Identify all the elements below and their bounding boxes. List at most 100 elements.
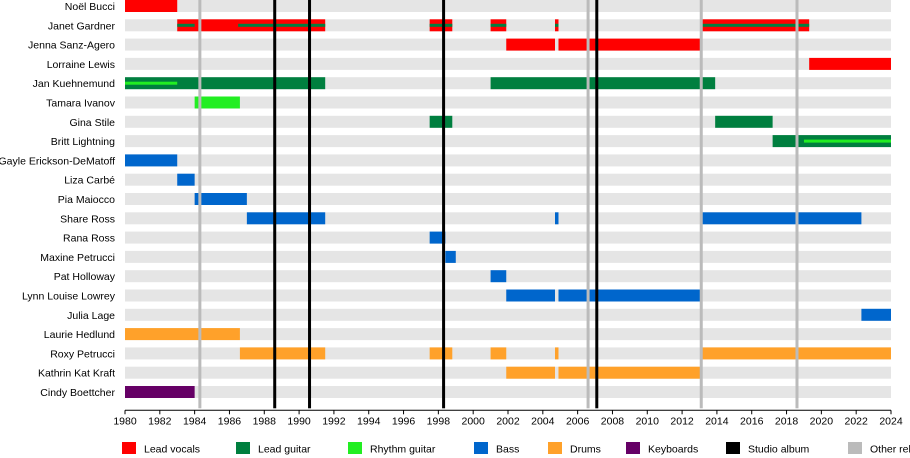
- member-name-label: Kathrin Kat Kraft: [38, 368, 115, 380]
- member-bars: [125, 0, 891, 398]
- legend-swatch: [848, 442, 862, 454]
- member-bar: [715, 115, 773, 128]
- legend-label: Studio album: [748, 444, 810, 456]
- member-bar: [429, 231, 446, 244]
- row-background: [125, 154, 891, 167]
- x-tick-label: 1990: [287, 415, 311, 427]
- legend-label: Bass: [496, 444, 519, 456]
- member-overlay-bar: [490, 23, 507, 27]
- member-name-label: Britt Lightning: [51, 136, 115, 148]
- member-bar: [506, 38, 556, 51]
- x-tick-label: 2002: [496, 415, 520, 427]
- studio-album-line: [273, 0, 277, 409]
- x-tick-label: 2008: [601, 415, 625, 427]
- row-background: [125, 386, 891, 398]
- x-tick-label: 2024: [879, 415, 903, 427]
- x-tick-label: 2010: [636, 415, 660, 427]
- member-bar: [558, 289, 702, 302]
- x-tick-label: 1984: [183, 415, 207, 427]
- x-tick-label: 2018: [775, 415, 799, 427]
- member-bar: [506, 289, 556, 302]
- other-release-line: [586, 0, 590, 409]
- member-bar: [194, 96, 240, 109]
- member-bar: [445, 250, 456, 263]
- member-overlay-bar: [238, 23, 326, 27]
- row-background: [125, 57, 891, 70]
- member-name-label: Tamara Ivanov: [46, 98, 116, 110]
- legend: Lead vocals Lead guitar Rhythm guitar Bass D…: [122, 442, 910, 456]
- member-bar: [429, 347, 453, 360]
- member-name-label: Julia Lage: [67, 310, 115, 322]
- member-bar: [125, 154, 178, 167]
- member-bar: [194, 193, 247, 205]
- member-bar: [125, 0, 178, 12]
- legend-swatch: [348, 442, 362, 454]
- legend-label: Lead guitar: [258, 444, 311, 456]
- member-overlay-bar: [803, 139, 891, 143]
- member-name-label: Gina Stile: [69, 117, 115, 129]
- row-background: [125, 173, 891, 186]
- x-tick-label: 1986: [218, 415, 242, 427]
- member-name-label: Gayle Erickson-DeMatoff: [0, 155, 115, 167]
- member-name-label: Liza Carbé: [64, 175, 115, 187]
- member-bar: [239, 347, 326, 360]
- member-bar: [555, 347, 559, 360]
- x-tick-label: 2000: [462, 415, 486, 427]
- row-background: [125, 308, 891, 321]
- x-tick-label: 1994: [357, 415, 381, 427]
- member-overlay-bar: [177, 23, 195, 27]
- legend-swatch: [548, 442, 562, 454]
- member-bar: [558, 366, 702, 379]
- x-axis: 1980 1982 1984 1986 1988 1990 1992 1994 1996 1998…: [113, 409, 903, 427]
- legend-label: Rhythm guitar: [370, 444, 436, 456]
- member-name-label: Share Ross: [60, 213, 115, 225]
- studio-album-line: [308, 0, 312, 409]
- member-bar: [177, 173, 195, 186]
- x-tick-label: 1988: [253, 415, 277, 427]
- row-backgrounds: [125, 0, 891, 398]
- studio-album-line: [595, 0, 599, 409]
- member-name-label: Pat Holloway: [54, 271, 116, 283]
- row-background: [125, 96, 891, 109]
- x-tick-label: 1996: [392, 415, 416, 427]
- x-tick-label: 2014: [705, 415, 729, 427]
- x-tick-label: 2004: [531, 415, 555, 427]
- release-lines: [198, 0, 799, 409]
- member-name-label: Noël Bucci: [65, 1, 115, 13]
- x-tick-label: 1982: [148, 415, 172, 427]
- member-bar: [555, 212, 559, 225]
- x-tick-label: 1992: [322, 415, 346, 427]
- member-overlay-bar: [429, 23, 453, 27]
- member-bar: [246, 212, 326, 225]
- member-name-label: Janet Gardner: [48, 20, 116, 32]
- member-name-label: Laurie Hedlund: [44, 329, 115, 341]
- member-name-label: Roxy Petrucci: [50, 348, 115, 360]
- legend-label: Drums: [570, 444, 601, 456]
- other-release-line: [198, 0, 202, 409]
- row-background: [125, 115, 891, 128]
- member-name-label: Maxine Petrucci: [40, 252, 115, 264]
- member-name-label: Lorraine Lewis: [47, 59, 115, 71]
- x-tick-label: 2012: [670, 415, 694, 427]
- member-name-label: Jan Kuehnemund: [33, 78, 115, 90]
- x-tick-label: 2016: [740, 415, 764, 427]
- legend-label: Lead vocals: [144, 444, 200, 456]
- member-bar: [125, 386, 195, 398]
- member-labels: Noël Bucci Janet Gardner Jenna Sanz-Agero L…: [0, 1, 116, 399]
- legend-swatch: [626, 442, 640, 454]
- member-name-label: Lynn Louise Lowrey: [22, 291, 116, 303]
- x-tick-label: 2006: [566, 415, 590, 427]
- x-tick-label: 1998: [427, 415, 451, 427]
- legend-swatch: [474, 442, 488, 454]
- row-background: [125, 0, 891, 12]
- member-overlay-bar: [125, 81, 178, 85]
- member-bar: [809, 57, 891, 70]
- legend-swatch: [726, 442, 740, 454]
- member-overlay-bar: [701, 23, 810, 27]
- member-name-label: Cindy Boettcher: [40, 387, 115, 399]
- member-bar: [490, 77, 716, 90]
- studio-album-line: [442, 0, 446, 409]
- member-bar: [861, 308, 891, 321]
- member-bar: [125, 328, 240, 341]
